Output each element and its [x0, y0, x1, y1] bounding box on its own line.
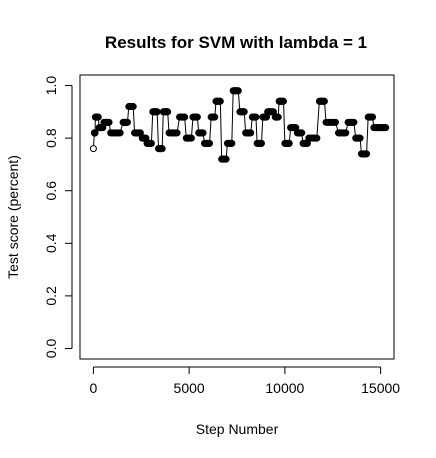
- data-point: [332, 118, 340, 126]
- data-point: [206, 139, 214, 147]
- y-tick-label: 0.2: [43, 286, 59, 306]
- y-tick-label: 0.6: [43, 181, 59, 201]
- y-axis-label: Test score (percent): [5, 155, 21, 279]
- y-tick-label: 0.0: [43, 339, 59, 359]
- data-point: [173, 129, 181, 137]
- data-point: [105, 118, 113, 126]
- data-point: [313, 134, 321, 142]
- data-point: [356, 134, 364, 142]
- data-point: [280, 97, 288, 105]
- series-test-score: [89, 87, 390, 163]
- data-point: [193, 113, 201, 121]
- data-point: [274, 113, 282, 121]
- x-axis-label: Step Number: [196, 421, 279, 437]
- data-point: [91, 129, 99, 137]
- data-point: [252, 113, 260, 121]
- data-point: [158, 145, 166, 153]
- data-point: [342, 129, 350, 137]
- y-axis: 0.0 0.2 0.4 0.6 0.8 1.0: [43, 76, 73, 359]
- data-point: [240, 108, 248, 116]
- chart-title: Results for SVM with lambda = 1: [105, 33, 367, 52]
- plot-box: [79, 74, 395, 360]
- data-point: [298, 129, 306, 137]
- x-tick-label: 5000: [174, 380, 205, 396]
- data-point: [199, 129, 207, 137]
- data-point: [350, 118, 358, 126]
- data-point: [89, 145, 97, 153]
- data-point: [181, 113, 189, 121]
- data-point: [247, 129, 255, 137]
- x-axis: 0 5000 10000 15000: [90, 366, 400, 396]
- data-point: [258, 139, 265, 147]
- data-point: [234, 87, 242, 95]
- data-point: [228, 139, 236, 147]
- data-point: [211, 113, 219, 121]
- data-point: [94, 113, 102, 121]
- x-tick-label: 0: [90, 380, 98, 396]
- y-tick-label: 0.8: [43, 128, 59, 148]
- data-point: [164, 108, 172, 116]
- y-tick-label: 0.4: [43, 233, 59, 253]
- data-point: [129, 103, 137, 111]
- data-point: [285, 139, 293, 147]
- x-tick-label: 10000: [265, 380, 304, 396]
- data-point: [382, 124, 390, 132]
- data-point: [363, 150, 371, 158]
- data-point: [187, 134, 195, 142]
- series-line: [92, 90, 386, 160]
- data-point: [222, 155, 230, 163]
- y-tick-label: 1.0: [43, 76, 59, 96]
- data-point: [216, 97, 224, 105]
- data-point: [123, 118, 131, 126]
- data-point: [147, 139, 155, 147]
- x-tick-label: 15000: [361, 380, 400, 396]
- data-point: [116, 129, 124, 137]
- data-point: [153, 108, 161, 116]
- data-point: [320, 97, 328, 105]
- data-point: [369, 113, 377, 121]
